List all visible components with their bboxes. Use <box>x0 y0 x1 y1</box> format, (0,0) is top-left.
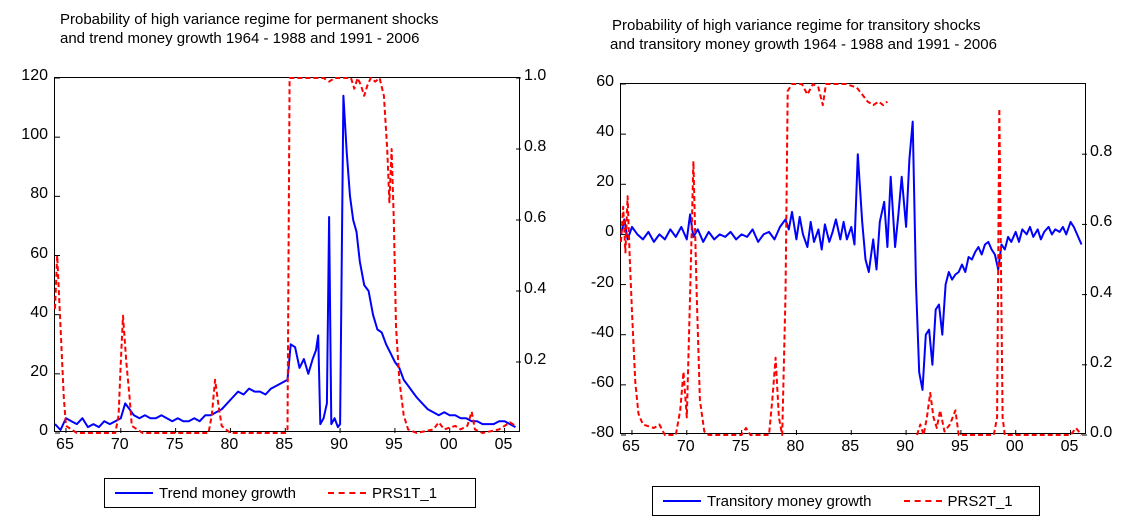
x-tick-label: 85 <box>841 438 860 455</box>
x-tick-label: 80 <box>220 436 239 453</box>
legend-swatch-prs1t <box>328 492 367 494</box>
y-right-tick-label: 1.0 <box>524 67 547 84</box>
plot-area <box>620 83 1087 436</box>
y-left-tick-label: 20 <box>596 173 614 191</box>
y-left-tick-label: 20 <box>30 362 48 380</box>
chart-panel-left: Probability of high variance regime for … <box>0 0 566 515</box>
y-right-tick-label: 0.8 <box>524 138 547 155</box>
chart-svg <box>54 77 521 434</box>
x-tick-label: 90 <box>330 436 348 453</box>
x-tick-label: 00 <box>439 436 458 453</box>
series-line-transitory-money-growth <box>620 120 1083 391</box>
x-tick-label: 70 <box>676 438 695 455</box>
x-tick-label: 80 <box>786 438 805 455</box>
x-tick-label: 90 <box>896 438 914 455</box>
y-right-tick-label: 0.0 <box>1090 424 1113 441</box>
chart-title-line-1: Probability of high variance regime for … <box>612 17 981 34</box>
y-left-tick-label: -20 <box>590 273 614 291</box>
x-tick-label: 05 <box>494 436 513 453</box>
y-left-tick-label: 40 <box>30 303 48 321</box>
x-tick-label: 00 <box>1005 438 1024 455</box>
x-tick-label: 75 <box>731 438 750 455</box>
x-tick-label: 05 <box>1060 438 1079 455</box>
y-right-tick-label: 0.6 <box>524 209 547 226</box>
x-tick-label: 65 <box>622 438 640 455</box>
series-line-prs1t-1 <box>54 77 517 434</box>
x-tick-label: 65 <box>56 436 74 453</box>
x-tick-label: 95 <box>950 438 969 455</box>
y-right-tick-label: 0.4 <box>1090 283 1113 301</box>
y-left-tick-label: 0 <box>605 223 614 241</box>
y-right-tick-label: 0.2 <box>524 351 547 368</box>
x-tick-label: 85 <box>275 436 294 453</box>
series-line-trend-money-growth <box>54 94 516 431</box>
chart-title-line-2: and transitory money growth 1964 - 1988 … <box>610 36 997 53</box>
y-left-tick-label: 40 <box>596 123 614 141</box>
legend-label-trend: Trend money growth <box>159 484 297 502</box>
y-right-tick-label: 0.8 <box>1090 143 1113 161</box>
legend-swatch-prs2t <box>903 500 942 502</box>
y-left-tick-label: 60 <box>30 244 48 262</box>
legend-swatch-trend <box>115 492 153 494</box>
series-line-prs2t-1 <box>620 83 1083 436</box>
legend-label-prs2t: PRS2T_1 <box>947 492 1013 510</box>
y-left-tick-label: 120 <box>21 67 48 84</box>
legend: Transitory money growth PRS2T_1 <box>652 486 1040 516</box>
plot-area <box>54 77 521 434</box>
chart-title-line-2: and trend money growth 1964 - 1988 and 1… <box>60 30 420 47</box>
x-tick-label: 75 <box>165 436 184 453</box>
legend-swatch-transitory <box>663 500 701 502</box>
y-left-tick-label: 60 <box>596 73 614 90</box>
y-left-tick-label: -40 <box>590 323 614 341</box>
y-left-tick-label: -80 <box>590 424 614 441</box>
y-right-tick-label: 0.2 <box>1090 353 1113 371</box>
y-left-tick-label: -60 <box>590 373 614 391</box>
y-left-tick-label: 80 <box>30 185 48 203</box>
y-left-tick-label: 100 <box>21 126 48 144</box>
y-right-tick-label: 0.4 <box>524 280 547 297</box>
chart-title-line-1: Probability of high variance regime for … <box>60 11 439 28</box>
legend: Trend money growth PRS1T_1 <box>104 478 476 508</box>
legend-label-transitory: Transitory money growth <box>707 492 872 510</box>
x-tick-label: 95 <box>384 436 403 453</box>
legend-label-prs1t: PRS1T_1 <box>372 484 438 502</box>
chart-svg <box>620 83 1087 436</box>
y-right-tick-label: 0.6 <box>1090 213 1113 231</box>
y-left-tick-label: 0 <box>39 422 48 439</box>
x-tick-label: 70 <box>110 436 129 453</box>
chart-panel-right: Probability of high variance regime for … <box>566 0 1132 516</box>
